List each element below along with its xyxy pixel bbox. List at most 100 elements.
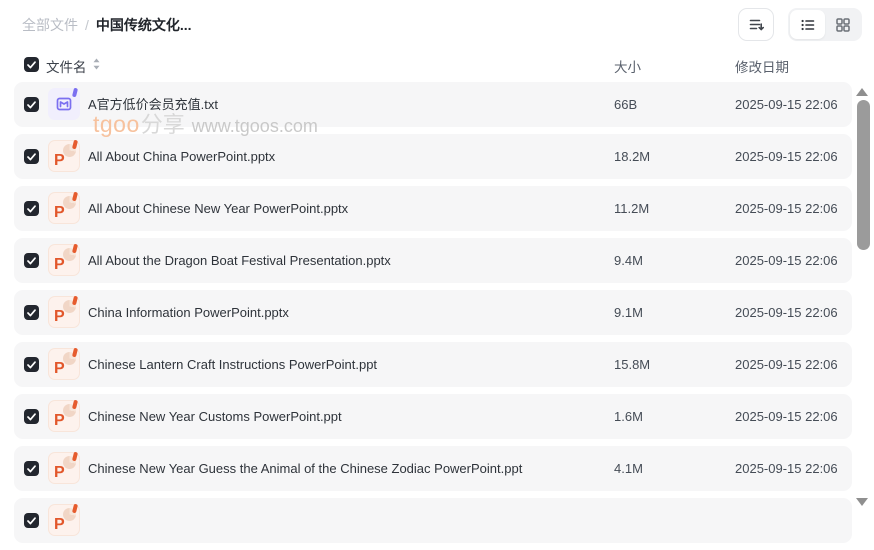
column-header-name[interactable]: 文件名 [46, 60, 87, 75]
powerpoint-file-icon: P [48, 503, 80, 536]
file-date: 2025-09-15 22:06 [735, 201, 838, 216]
file-name[interactable]: China Information PowerPoint.pptx [88, 305, 289, 320]
grid-icon [835, 17, 851, 33]
check-icon [27, 516, 36, 524]
file-name[interactable]: All About the Dragon Boat Festival Prese… [88, 253, 391, 268]
powerpoint-file-icon: P [48, 139, 80, 172]
file-size: 1.6M [614, 409, 643, 424]
file-name[interactable]: All About China PowerPoint.pptx [88, 149, 276, 164]
file-name[interactable]: Chinese New Year Customs PowerPoint.ppt [88, 409, 342, 424]
column-header-date[interactable]: 修改日期 [735, 60, 789, 75]
powerpoint-p-letter: P [54, 360, 65, 377]
check-icon [27, 256, 36, 264]
scrollbar [854, 54, 874, 514]
powerpoint-file-icon: P [48, 243, 80, 276]
sort-button[interactable] [738, 8, 774, 41]
file-row[interactable]: P All About Chinese New Year PowerPoint.… [14, 186, 852, 231]
file-size: 11.2M [614, 201, 650, 216]
file-date: 2025-09-15 22:06 [735, 97, 838, 112]
file-size: 18.2M [614, 149, 651, 164]
row-checkbox[interactable] [24, 149, 39, 164]
file-name[interactable]: A官方低价会员充值.txt [88, 97, 219, 112]
file-size: 15.8M [614, 357, 651, 372]
grid-view-button[interactable] [825, 10, 860, 39]
file-name[interactable]: Chinese Lantern Craft Instructions Power… [88, 357, 378, 372]
file-row[interactable]: P Chinese New Year Guess the Animal of t… [14, 446, 852, 491]
row-checkbox[interactable] [24, 513, 39, 528]
row-checkbox[interactable] [24, 305, 39, 320]
file-date: 2025-09-15 22:06 [735, 357, 838, 372]
row-checkbox[interactable] [24, 409, 39, 424]
file-date: 2025-09-15 22:06 [735, 253, 838, 268]
powerpoint-file-icon: P [48, 451, 80, 484]
file-name[interactable]: All About Chinese New Year PowerPoint.pp… [88, 201, 349, 216]
check-icon [27, 308, 36, 316]
file-list: A官方低价会员充值.txt 66B 2025-09-15 22:06 P All… [14, 82, 852, 550]
column-header-size[interactable]: 大小 [614, 60, 641, 75]
powerpoint-p-letter: P [54, 204, 65, 221]
breadcrumb-separator: / [85, 17, 89, 33]
text-file-icon [48, 87, 80, 120]
file-row[interactable]: P All About China PowerPoint.pptx 18.2M … [14, 134, 852, 179]
powerpoint-p-letter: P [54, 152, 65, 169]
powerpoint-p-letter: P [54, 464, 65, 481]
sort-arrows-icon[interactable] [92, 57, 101, 71]
row-checkbox[interactable] [24, 357, 39, 372]
file-date: 2025-09-15 22:06 [735, 461, 838, 476]
file-size: 4.1M [614, 461, 643, 476]
file-date: 2025-09-15 22:06 [735, 149, 838, 164]
powerpoint-p-letter: P [54, 256, 65, 273]
scroll-up-arrow-icon[interactable] [856, 88, 868, 96]
powerpoint-p-letter: P [54, 516, 65, 533]
page-fold [71, 347, 79, 358]
check-icon [27, 464, 36, 472]
file-row[interactable]: A官方低价会员充值.txt 66B 2025-09-15 22:06 [14, 82, 852, 127]
page-fold [71, 451, 79, 462]
check-icon [27, 360, 36, 368]
page-fold [71, 399, 79, 410]
file-date: 2025-09-15 22:06 [735, 409, 838, 424]
row-checkbox[interactable] [24, 461, 39, 476]
page-fold [71, 243, 79, 254]
sort-descending-icon [748, 16, 765, 33]
check-icon [27, 60, 36, 68]
toolbar [738, 8, 862, 41]
file-row[interactable]: P Chinese Lantern Craft Instructions Pow… [14, 342, 852, 387]
scroll-down-arrow-icon[interactable] [856, 498, 868, 506]
file-row[interactable]: P Chinese New Year Customs PowerPoint.pp… [14, 394, 852, 439]
page-fold [71, 87, 79, 98]
list-view-button[interactable] [790, 10, 825, 39]
check-icon [27, 412, 36, 420]
file-name[interactable]: Chinese New Year Guess the Animal of the… [88, 461, 523, 476]
page-fold [71, 503, 79, 514]
file-row[interactable]: P China Information PowerPoint.pptx 9.1M… [14, 290, 852, 335]
check-icon [27, 204, 36, 212]
row-checkbox[interactable] [24, 201, 39, 216]
powerpoint-file-icon: P [48, 295, 80, 328]
breadcrumb-current-folder: 中国传统文化... [95, 17, 192, 33]
breadcrumb: 全部文件 / 中国传统文化... [22, 15, 192, 35]
powerpoint-file-icon: P [48, 347, 80, 380]
scrollbar-thumb[interactable] [857, 100, 870, 250]
page-fold [71, 191, 79, 202]
powerpoint-file-icon: P [48, 191, 80, 224]
page-fold [71, 295, 79, 306]
file-row[interactable]: P [14, 498, 852, 543]
check-icon [27, 152, 36, 160]
view-mode-toggle [788, 8, 862, 41]
check-icon [27, 100, 36, 108]
file-size: 9.1M [614, 305, 643, 320]
select-all-checkbox[interactable] [24, 57, 39, 72]
row-checkbox[interactable] [24, 97, 39, 112]
powerpoint-p-letter: P [54, 412, 65, 429]
page-fold [71, 139, 79, 150]
powerpoint-p-letter: P [54, 308, 65, 325]
file-row[interactable]: P All About the Dragon Boat Festival Pre… [14, 238, 852, 283]
list-icon [800, 17, 816, 33]
file-date: 2025-09-15 22:06 [735, 305, 838, 320]
powerpoint-file-icon: P [48, 399, 80, 432]
row-checkbox[interactable] [24, 253, 39, 268]
breadcrumb-root-link[interactable]: 全部文件 [22, 17, 78, 33]
file-size: 9.4M [614, 253, 643, 268]
file-size: 66B [614, 97, 638, 112]
